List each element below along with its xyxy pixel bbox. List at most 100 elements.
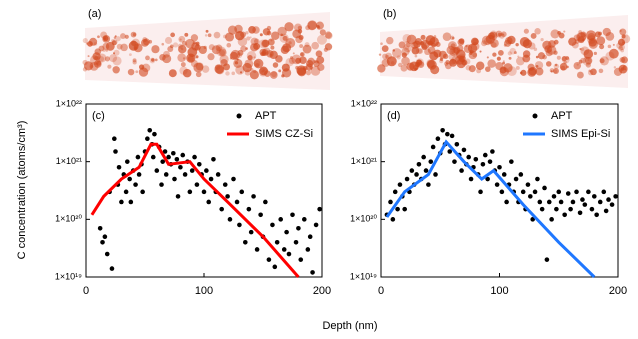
apt-point bbox=[125, 159, 130, 164]
cluster bbox=[97, 35, 100, 38]
apt-point bbox=[247, 207, 252, 212]
apt-point bbox=[267, 257, 272, 262]
cluster bbox=[133, 33, 136, 36]
cluster bbox=[178, 45, 186, 53]
cluster bbox=[621, 56, 628, 63]
cluster bbox=[445, 60, 449, 64]
cluster bbox=[303, 66, 308, 71]
apt-point bbox=[613, 194, 618, 199]
cluster bbox=[449, 47, 458, 56]
cluster bbox=[564, 61, 567, 64]
cluster bbox=[507, 36, 515, 44]
cluster bbox=[111, 39, 115, 43]
cluster bbox=[415, 38, 422, 45]
apt-point bbox=[545, 257, 550, 262]
cluster bbox=[582, 39, 584, 41]
apt-point bbox=[204, 168, 209, 173]
cluster bbox=[306, 60, 313, 67]
apt-point bbox=[282, 247, 287, 252]
cluster bbox=[113, 50, 119, 56]
apt-point bbox=[231, 177, 236, 182]
image-label: (a) bbox=[88, 8, 101, 20]
cluster bbox=[382, 45, 389, 52]
cluster bbox=[443, 32, 452, 41]
cluster bbox=[151, 58, 154, 61]
apt-point bbox=[175, 157, 180, 162]
apt-point bbox=[113, 149, 118, 154]
cluster bbox=[155, 59, 158, 62]
cluster bbox=[572, 42, 579, 49]
cluster bbox=[145, 55, 150, 60]
legend-marker bbox=[533, 114, 538, 119]
apt-point bbox=[160, 159, 165, 164]
x-tick-label: 0 bbox=[378, 285, 384, 297]
cluster bbox=[204, 46, 207, 49]
legend-marker bbox=[237, 114, 242, 119]
apt-point bbox=[574, 190, 579, 195]
apt-point bbox=[540, 207, 545, 212]
cluster bbox=[214, 32, 221, 39]
apt-point bbox=[395, 207, 400, 212]
cluster bbox=[185, 44, 187, 46]
apt-point bbox=[431, 145, 436, 150]
cluster bbox=[216, 45, 223, 52]
cluster bbox=[509, 57, 512, 60]
cluster bbox=[260, 33, 263, 36]
cluster bbox=[421, 35, 426, 40]
cluster bbox=[208, 33, 212, 37]
cluster bbox=[94, 42, 98, 46]
cluster bbox=[382, 54, 388, 60]
cluster bbox=[103, 36, 108, 41]
apt-point bbox=[112, 136, 117, 141]
cluster bbox=[520, 37, 530, 47]
legend-label: APT bbox=[551, 110, 573, 122]
apt-point bbox=[428, 159, 433, 164]
apt-point bbox=[568, 207, 573, 212]
apt-point bbox=[172, 177, 177, 182]
cluster bbox=[449, 59, 457, 67]
cluster bbox=[391, 61, 395, 65]
cluster bbox=[531, 33, 537, 39]
cluster bbox=[406, 63, 414, 71]
cluster bbox=[230, 57, 232, 59]
x-tick-label: 0 bbox=[83, 285, 89, 297]
legend-label: SIMS CZ-Si bbox=[255, 128, 313, 140]
cluster bbox=[135, 70, 138, 73]
apt-point bbox=[535, 177, 540, 182]
apt-point bbox=[152, 132, 157, 137]
cluster bbox=[609, 49, 619, 59]
cluster bbox=[280, 34, 283, 37]
cluster bbox=[248, 26, 256, 34]
cluster bbox=[563, 31, 565, 33]
apt-point bbox=[424, 168, 429, 173]
cluster bbox=[116, 36, 121, 41]
cluster bbox=[603, 28, 611, 36]
cluster bbox=[472, 53, 477, 58]
cluster bbox=[278, 69, 281, 72]
apt-point bbox=[258, 212, 263, 217]
apt-point bbox=[533, 190, 538, 195]
cluster bbox=[320, 29, 326, 35]
cluster bbox=[87, 41, 93, 47]
cluster bbox=[566, 66, 569, 69]
apt-point bbox=[136, 155, 141, 160]
cluster bbox=[586, 62, 591, 67]
cluster bbox=[120, 33, 126, 39]
y-tick-label: 1×10²¹ bbox=[351, 156, 377, 166]
cluster bbox=[105, 49, 108, 52]
cluster bbox=[499, 33, 505, 39]
cluster bbox=[129, 53, 132, 56]
cluster bbox=[596, 36, 605, 45]
y-tick-label: 1×10¹⁹ bbox=[350, 271, 377, 281]
cluster bbox=[546, 49, 553, 56]
cluster bbox=[181, 62, 186, 67]
apt-point bbox=[164, 172, 169, 177]
apt-point bbox=[598, 200, 603, 205]
apt-point bbox=[445, 132, 450, 137]
apt-point bbox=[137, 172, 142, 177]
cluster bbox=[508, 51, 512, 55]
cluster bbox=[452, 37, 455, 40]
cluster bbox=[165, 37, 172, 44]
apt-point bbox=[103, 234, 108, 239]
cluster bbox=[489, 32, 497, 40]
